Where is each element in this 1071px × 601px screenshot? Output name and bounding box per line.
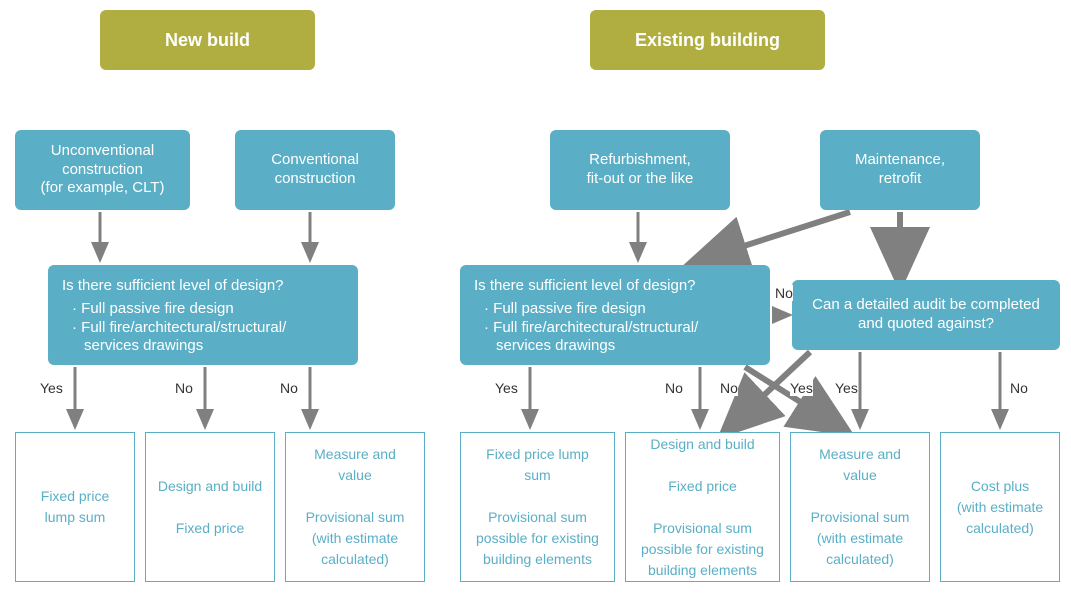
label: New build <box>165 29 250 52</box>
outcome-design-build: Design and build Fixed price <box>145 432 275 582</box>
outcome-measure-value-2: Measure and value Provisional sum (with … <box>790 432 930 582</box>
label: Existing building <box>635 29 780 52</box>
edge-label-yes: Yes <box>40 380 63 396</box>
outcome-cost-plus: Cost plus (with estimate calculated) <box>940 432 1060 582</box>
edge-label-no: No <box>175 380 193 396</box>
node-refurbishment: Refurbishment, fit-out or the like <box>550 130 730 210</box>
outcome-fixed-price-provisional: Fixed price lump sum Provisional sum pos… <box>460 432 615 582</box>
outcome-design-build-provisional: Design and build Fixed price Provisional… <box>625 432 780 582</box>
node-maintenance: Maintenance, retrofit <box>820 130 980 210</box>
header-new-build: New build <box>100 10 315 70</box>
edge-label-no: No <box>1010 380 1028 396</box>
decision-audit: Can a detailed audit be completed and qu… <box>792 280 1060 350</box>
edge-label-no: No <box>720 380 738 396</box>
decision-design-level-2: Is there sufficient level of design? Ful… <box>460 265 770 365</box>
edge-label-yes: Yes <box>790 380 813 396</box>
outcome-measure-value-1: Measure and value Provisional sum (with … <box>285 432 425 582</box>
node-unconventional: Unconventional construction (for example… <box>15 130 190 210</box>
node-conventional: Conventional construction <box>235 130 395 210</box>
edge-label-no: No <box>665 380 683 396</box>
edge-label-yes: Yes <box>835 380 858 396</box>
edge-label-yes: Yes <box>495 380 518 396</box>
decision-design-level-1: Is there sufficient level of design? Ful… <box>48 265 358 365</box>
edge-label-no: No <box>775 285 793 301</box>
outcome-fixed-price-lump-sum: Fixed price lump sum <box>15 432 135 582</box>
header-existing-building: Existing building <box>590 10 825 70</box>
edge-label-no: No <box>280 380 298 396</box>
